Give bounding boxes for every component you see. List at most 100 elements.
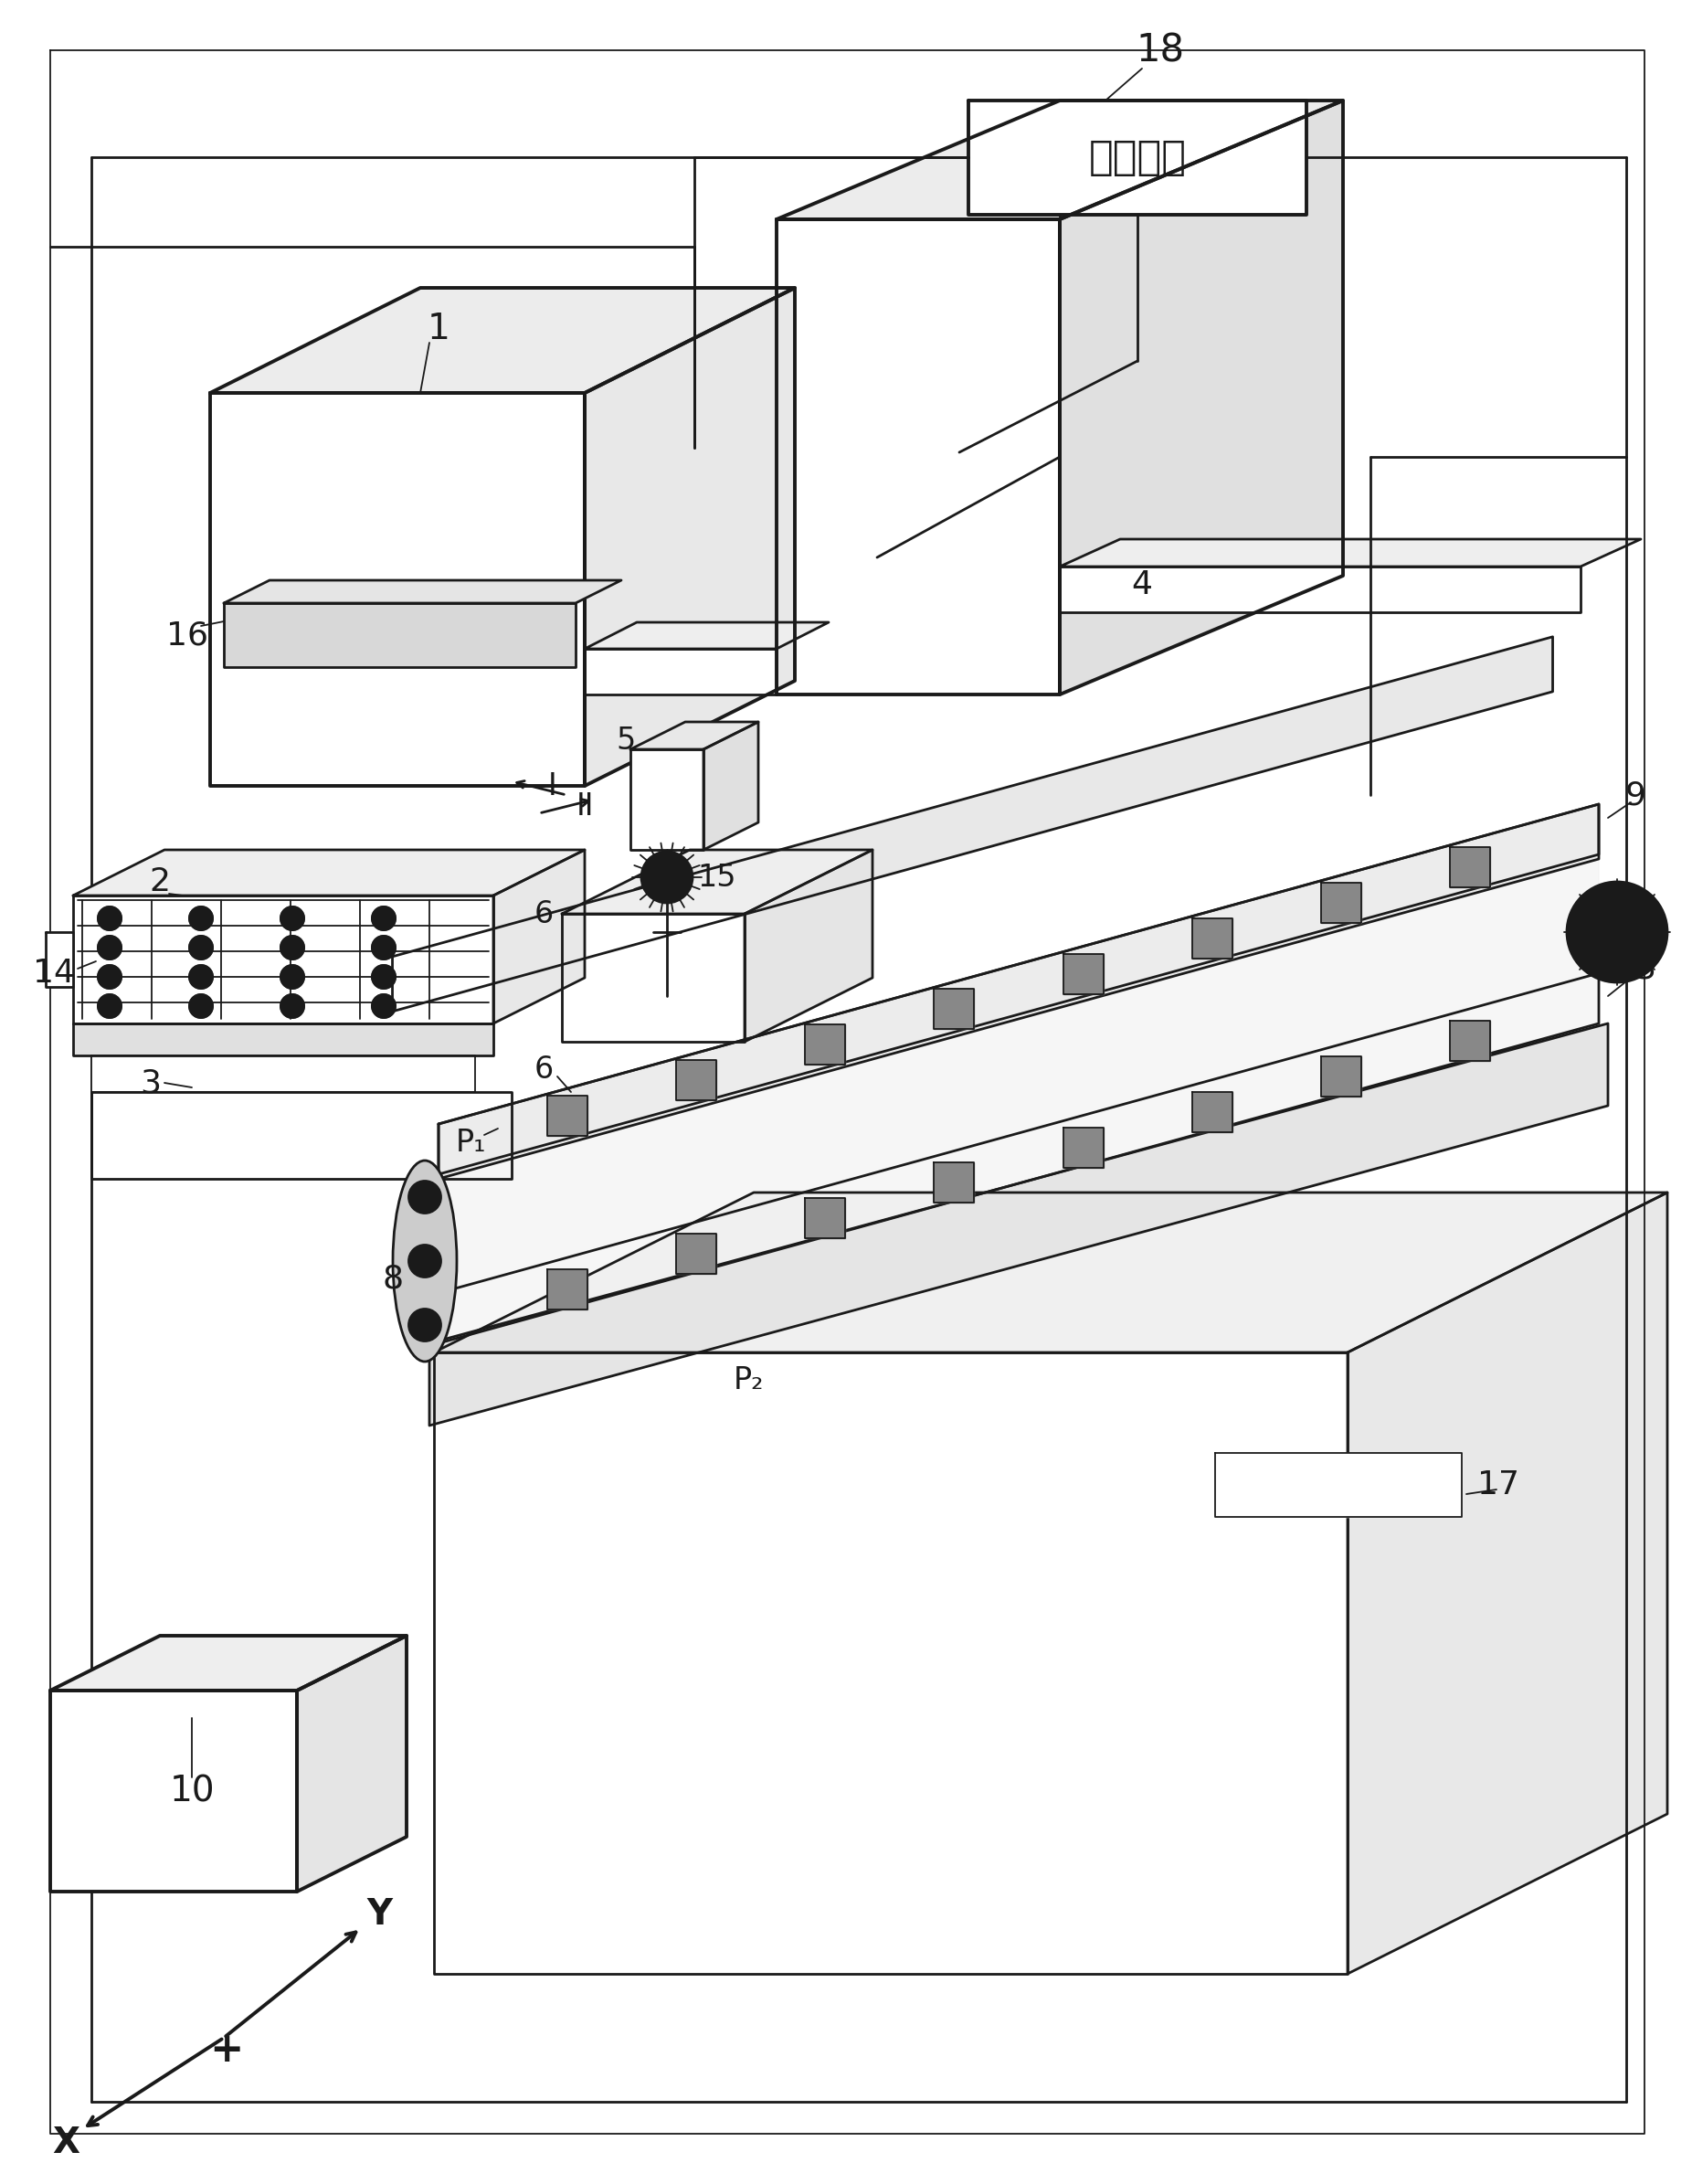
Text: 2: 2: [149, 867, 171, 898]
Polygon shape: [562, 850, 873, 913]
Polygon shape: [1059, 100, 1343, 695]
Polygon shape: [1063, 1127, 1103, 1168]
Text: 5: 5: [616, 725, 636, 756]
Circle shape: [1567, 882, 1667, 983]
Polygon shape: [73, 850, 585, 895]
Polygon shape: [73, 1024, 494, 1055]
Circle shape: [190, 906, 213, 930]
Text: 控制装置: 控制装置: [1088, 138, 1186, 177]
Circle shape: [408, 1182, 442, 1214]
Polygon shape: [223, 581, 621, 603]
Circle shape: [372, 994, 396, 1018]
Text: II: II: [575, 791, 594, 821]
Polygon shape: [585, 622, 829, 649]
Polygon shape: [585, 288, 795, 786]
Polygon shape: [1063, 954, 1103, 994]
Polygon shape: [1321, 1057, 1360, 1096]
Text: 16: 16: [166, 620, 208, 651]
Circle shape: [98, 906, 122, 930]
Polygon shape: [91, 1055, 475, 1092]
Polygon shape: [805, 1199, 846, 1238]
Polygon shape: [430, 1024, 1607, 1426]
Polygon shape: [547, 1096, 587, 1136]
Text: 6: 6: [535, 1055, 553, 1083]
Polygon shape: [51, 1690, 296, 1891]
Polygon shape: [296, 1636, 406, 1891]
Polygon shape: [433, 1192, 1667, 1352]
Text: 3: 3: [140, 1068, 161, 1099]
Circle shape: [281, 906, 305, 930]
Polygon shape: [777, 218, 1059, 695]
Polygon shape: [777, 100, 1343, 218]
Circle shape: [408, 1308, 442, 1341]
Polygon shape: [210, 288, 795, 393]
Circle shape: [372, 935, 396, 959]
Polygon shape: [1191, 1092, 1232, 1131]
Polygon shape: [744, 850, 873, 1042]
Text: P₁: P₁: [455, 1127, 486, 1158]
Circle shape: [190, 935, 213, 959]
Polygon shape: [210, 393, 585, 786]
Polygon shape: [677, 1234, 716, 1273]
Polygon shape: [494, 850, 585, 1024]
Polygon shape: [631, 723, 758, 749]
Circle shape: [98, 994, 122, 1018]
Circle shape: [281, 994, 305, 1018]
Polygon shape: [51, 1636, 406, 1690]
Text: 17: 17: [1477, 1470, 1519, 1500]
Polygon shape: [934, 989, 975, 1029]
Polygon shape: [223, 603, 575, 666]
Polygon shape: [805, 1024, 846, 1066]
Polygon shape: [1215, 1452, 1462, 1518]
Text: Y: Y: [367, 1898, 393, 1933]
Text: 10: 10: [169, 1773, 215, 1808]
Polygon shape: [585, 649, 777, 695]
Polygon shape: [547, 1269, 587, 1310]
Polygon shape: [1450, 1020, 1491, 1061]
Polygon shape: [1059, 539, 1641, 566]
Polygon shape: [46, 933, 73, 987]
Text: 18: 18: [1135, 31, 1184, 70]
Polygon shape: [393, 638, 1553, 1011]
Polygon shape: [73, 895, 494, 1024]
Circle shape: [190, 994, 213, 1018]
Polygon shape: [91, 1092, 511, 1179]
Text: 13: 13: [1614, 952, 1656, 985]
Polygon shape: [968, 100, 1306, 214]
Circle shape: [98, 935, 122, 959]
Circle shape: [372, 965, 396, 989]
Text: +: +: [210, 2029, 244, 2068]
Polygon shape: [562, 913, 744, 1042]
Polygon shape: [1321, 882, 1360, 924]
Polygon shape: [1059, 566, 1580, 612]
Text: I: I: [548, 771, 557, 802]
Text: 4: 4: [1132, 570, 1152, 601]
Circle shape: [281, 935, 305, 959]
Polygon shape: [1191, 917, 1232, 959]
Polygon shape: [934, 1162, 975, 1203]
Circle shape: [98, 965, 122, 989]
Polygon shape: [704, 723, 758, 850]
Text: 1: 1: [426, 312, 450, 347]
Text: 14: 14: [32, 957, 74, 989]
Polygon shape: [677, 1059, 716, 1101]
Text: 15: 15: [697, 863, 736, 893]
Circle shape: [190, 965, 213, 989]
Text: X: X: [52, 2125, 80, 2160]
Polygon shape: [1347, 1192, 1667, 1974]
Polygon shape: [1450, 847, 1491, 887]
Circle shape: [281, 965, 305, 989]
Circle shape: [658, 867, 677, 887]
Circle shape: [372, 906, 396, 930]
Polygon shape: [438, 804, 1599, 1179]
Polygon shape: [438, 804, 1599, 1352]
Polygon shape: [631, 749, 704, 850]
Ellipse shape: [393, 1160, 457, 1361]
Text: 6: 6: [535, 900, 553, 928]
Circle shape: [408, 1245, 442, 1278]
Polygon shape: [433, 1352, 1347, 1974]
Text: 9: 9: [1624, 780, 1646, 810]
Circle shape: [641, 852, 692, 902]
Text: P₂: P₂: [734, 1365, 765, 1396]
Text: 8: 8: [382, 1265, 403, 1295]
